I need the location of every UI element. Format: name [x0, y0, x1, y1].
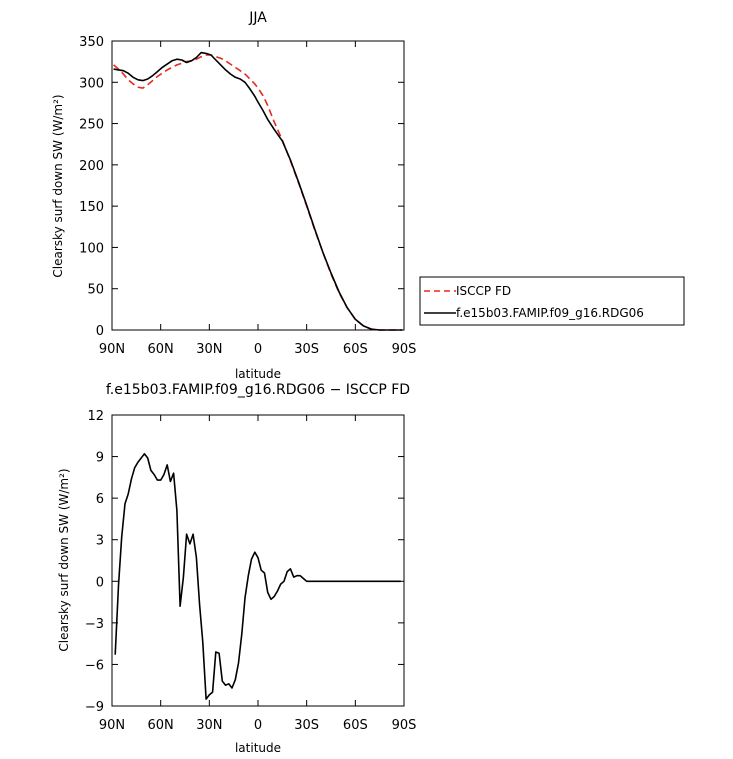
- x-tick-label: 30N: [196, 342, 222, 357]
- y-tick-label: 9: [96, 451, 104, 466]
- x-tick-label: 60S: [343, 718, 368, 733]
- y-tick-label: 0: [96, 324, 104, 339]
- x-tick-label: 0: [254, 718, 262, 733]
- plot-frame: [111, 40, 405, 331]
- x-tick-label: 30S: [294, 718, 319, 733]
- y-tick-label: 200: [79, 159, 104, 174]
- x-tick-label: 0: [254, 342, 262, 357]
- y-tick-label: 3: [96, 534, 104, 549]
- bottom-chart: f.e15b03.FAMIP.f09_g16.RDG06 − ISCCP FD …: [57, 382, 416, 755]
- x-axis-label: latitude: [235, 741, 281, 755]
- legend-label-isccp: ISCCP FD: [456, 284, 511, 298]
- y-tick-label: 300: [79, 76, 104, 91]
- y-tick-label: 6: [96, 492, 104, 507]
- series-group: [113, 51, 403, 331]
- axis-ticks: 90N 60N 30N 0 30S 60S 90S 0 50 100 150 200 250 300 350: [79, 35, 416, 357]
- series-line-isccp-fd: [113, 54, 403, 331]
- y-tick-label: 250: [79, 118, 104, 133]
- y-axis-label: Clearsky surf down SW (W/m²): [51, 94, 65, 277]
- y-tick-label: −3: [85, 617, 104, 632]
- x-tick-label: 60N: [148, 718, 174, 733]
- legend[interactable]: ISCCP FD f.e15b03.FAMIP.f09_g16.RDG06: [419, 276, 685, 326]
- series-line-difference: [114, 452, 401, 700]
- y-tick-label: 150: [79, 200, 104, 215]
- x-tick-label: 90S: [392, 718, 417, 733]
- chart-title: f.e15b03.FAMIP.f09_g16.RDG06 − ISCCP FD: [106, 382, 410, 398]
- top-chart: JJA 90N 60N 30N 0 30S 60S 90S 0 50 100 150 200 250 30…: [51, 10, 416, 381]
- x-tick-label: 30N: [196, 718, 222, 733]
- series-line-f-e15b03-famip-f09-g16-rdg06: [113, 51, 403, 331]
- x-tick-label: 90N: [99, 342, 125, 357]
- x-tick-label: 60N: [148, 342, 174, 357]
- x-tick-label: 60S: [343, 342, 368, 357]
- axis-ticks: 90N 60N 30N 0 30S 60S 90S −9 −6 −3 0 3 6 9 12: [85, 409, 417, 733]
- y-tick-label: 12: [87, 409, 104, 424]
- series-group: [114, 452, 401, 700]
- y-tick-label: 50: [87, 283, 104, 298]
- y-tick-label: 100: [79, 241, 104, 256]
- legend-box: [419, 276, 685, 326]
- y-tick-label: −9: [85, 700, 104, 715]
- y-tick-label: −6: [85, 658, 104, 673]
- y-tick-label: 0: [96, 575, 104, 590]
- x-tick-label: 30S: [294, 342, 319, 357]
- x-tick-label: 90S: [392, 342, 417, 357]
- y-tick-label: 350: [79, 35, 104, 50]
- y-axis-label: Clearsky surf down SW (W/m²): [57, 468, 71, 651]
- chart-title: JJA: [248, 10, 267, 26]
- x-tick-label: 90N: [99, 718, 125, 733]
- x-axis-label: latitude: [235, 367, 281, 381]
- legend-label-model: f.e15b03.FAMIP.f09_g16.RDG06: [456, 306, 644, 320]
